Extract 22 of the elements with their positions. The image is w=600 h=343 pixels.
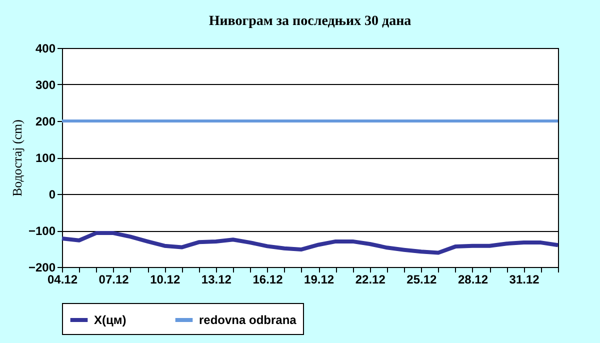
line-series (60, 231, 560, 255)
chart-title: Нивограм за последњих 30 дана (208, 14, 412, 29)
x-tick-label: 25.12 (406, 272, 438, 286)
y-axis-title: Водостај (cm) (9, 119, 24, 197)
y-tick-label: 100 (35, 151, 56, 165)
y-tick-label: −200 (28, 260, 56, 274)
legend-label: redovna odbrana (199, 313, 297, 327)
y-tick-label: 300 (35, 78, 56, 92)
x-tick-label: 10.12 (150, 272, 180, 286)
y-tick-label: 0 (48, 188, 56, 202)
x-tick-label: 04.12 (47, 272, 78, 286)
y-tick-label: 200 (35, 114, 56, 128)
x-tick-label: 28.12 (458, 272, 488, 286)
y-tick-label: −100 (28, 224, 56, 238)
legend-label: X(цм) (94, 313, 126, 327)
x-tick-label: 13.12 (201, 272, 232, 286)
x-tick-label: 19.12 (304, 272, 334, 286)
y-tick-label: 400 (35, 42, 56, 56)
x-tick-label: 07.12 (98, 272, 130, 286)
x-tick-label: 31.12 (509, 272, 540, 286)
x-tick-label: 16.12 (252, 272, 284, 286)
x-tick-label: 22.12 (355, 272, 386, 286)
